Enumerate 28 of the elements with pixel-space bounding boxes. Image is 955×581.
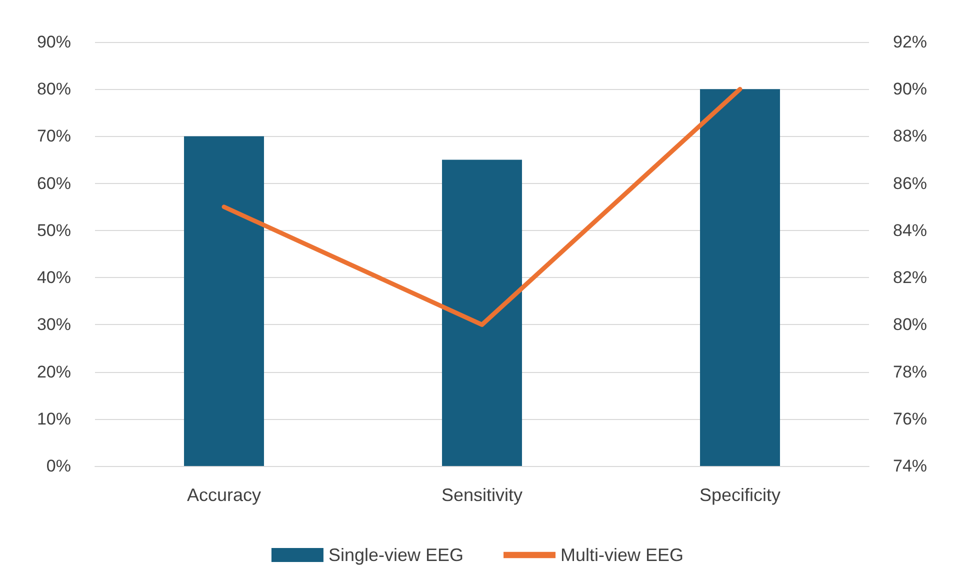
y-tick-label: 40% (36, 268, 71, 288)
y-tick-label: 20% (36, 362, 71, 382)
y-tick-label: 60% (36, 174, 71, 193)
bar (442, 160, 522, 466)
legend-label: Single-view EEG (328, 545, 464, 565)
y2-tick-label: 88% (893, 126, 928, 146)
y2-tick-label: 90% (893, 80, 928, 99)
y2-tick-label: 82% (893, 268, 928, 288)
y2-tick-label: 74% (893, 456, 928, 476)
legend-label: Multi-view EEG (560, 545, 684, 565)
y2-tick-label: 76% (893, 409, 928, 428)
x-tick-label: Accuracy (186, 485, 262, 505)
y2-tick-label: 92% (893, 32, 928, 52)
y2-tick-label: 84% (893, 220, 928, 240)
x-tick-label: Sensitivity (441, 485, 523, 505)
y2-tick-label: 86% (893, 174, 928, 193)
x-tick-label: Specificity (699, 485, 781, 505)
y-tick-label: 30% (36, 315, 71, 334)
y-tick-label: 0% (46, 456, 71, 476)
y-tick-label: 10% (36, 409, 71, 428)
y-tick-label: 50% (36, 220, 71, 240)
y-tick-label: 90% (36, 32, 71, 52)
y2-tick-label: 78% (893, 362, 928, 382)
bar (700, 89, 780, 466)
bar (184, 136, 264, 466)
y2-tick-label: 80% (893, 315, 928, 334)
y-tick-label: 80% (36, 80, 71, 99)
y-tick-label: 70% (36, 126, 71, 146)
